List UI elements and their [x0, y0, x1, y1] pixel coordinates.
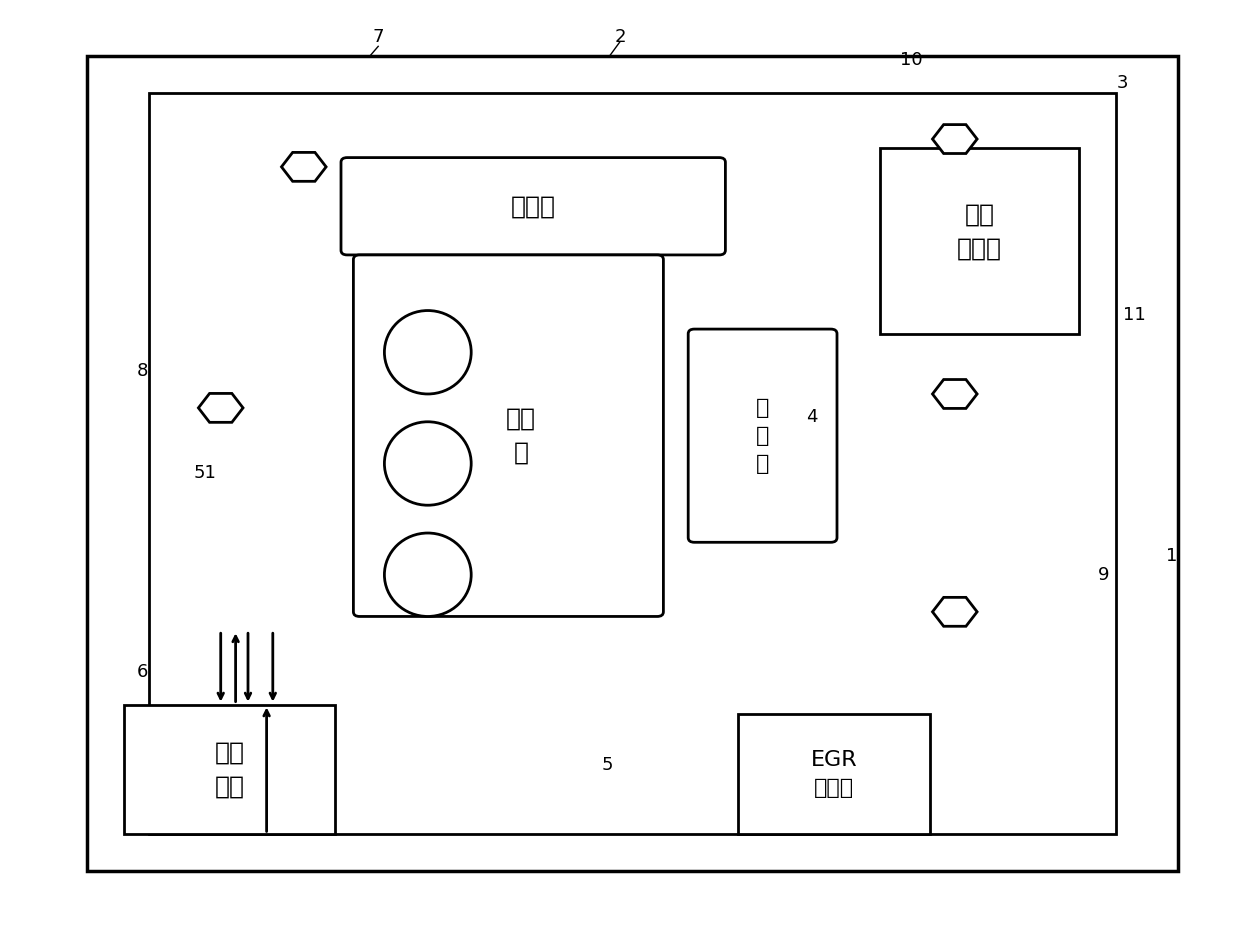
Ellipse shape	[384, 311, 471, 394]
Bar	[124, 705, 335, 834]
Text: 空气
滤清器: 空气 滤清器	[957, 203, 1002, 260]
Text: 1: 1	[1166, 547, 1178, 565]
Text: 51: 51	[193, 464, 216, 482]
FancyBboxPatch shape	[341, 158, 725, 255]
Text: 9: 9	[1097, 565, 1110, 584]
Ellipse shape	[384, 422, 471, 505]
FancyBboxPatch shape	[688, 329, 837, 542]
Text: 8: 8	[136, 362, 149, 380]
Text: 11: 11	[1123, 306, 1146, 324]
Bar	[149, 93, 1116, 834]
Bar	[87, 56, 1178, 871]
Text: 7: 7	[372, 28, 384, 46]
Text: 5: 5	[601, 756, 614, 774]
Text: 6: 6	[136, 663, 149, 681]
Text: 增
压
器: 增 压 器	[756, 398, 769, 474]
Text: 控制
模块: 控制 模块	[215, 741, 244, 798]
Text: 2: 2	[614, 28, 626, 46]
Text: 10: 10	[900, 51, 923, 70]
FancyBboxPatch shape	[353, 255, 663, 616]
Text: 中冷器: 中冷器	[511, 195, 556, 218]
Text: EGR
控制器: EGR 控制器	[811, 750, 857, 798]
Ellipse shape	[384, 533, 471, 616]
Bar	[738, 714, 930, 834]
Text: 4: 4	[806, 408, 818, 426]
Bar	[880, 148, 1079, 334]
Text: 发动
机: 发动 机	[506, 407, 536, 464]
Text: 3: 3	[1116, 74, 1128, 93]
